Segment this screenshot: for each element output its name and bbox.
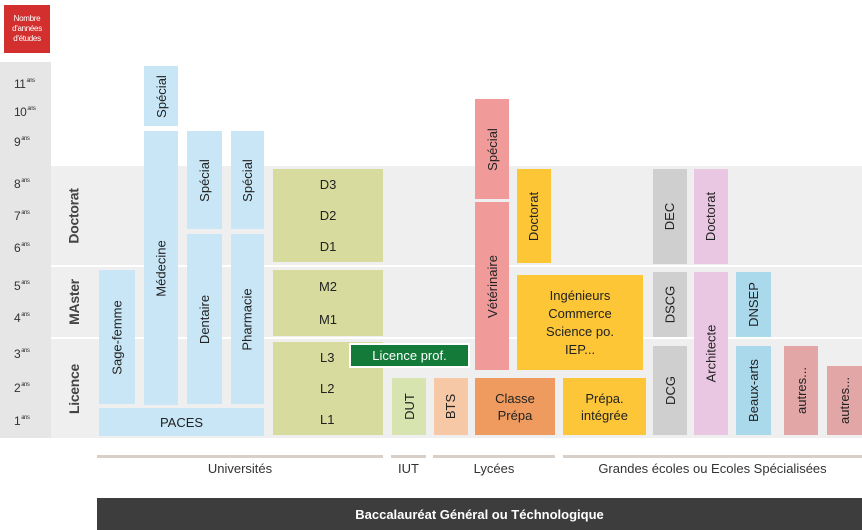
l1-label: L1 [320,412,335,427]
cycle-licence-label: Licence [66,363,83,414]
cycle-doctorat-label: Doctorat [66,187,83,244]
l2-label: L2 [320,381,335,396]
year-6-label: 6ans [14,241,30,255]
iut-underline [391,455,426,458]
ingenieurs-box: Ingénieurs Commerce Science po. IEP... [517,275,643,370]
years-column [0,62,51,438]
year-4-label: 4ans [14,311,30,325]
dut-box: DUT [392,378,426,435]
lmd-doctorat-box: D3 D2 D1 [273,169,383,262]
dnsep-box: DNSEP [736,272,771,337]
group-lycees-label: Lycées [473,461,515,476]
dec-box: DEC [653,169,687,264]
year-8-label: 8ans [14,177,30,191]
year-7-label: 7ans [14,209,30,223]
beaux-arts-box: Beaux-arts [736,346,771,435]
lycees-underline [433,455,555,458]
ecole-doctorat-box: Doctorat [517,169,551,263]
pharmacie-box: Pharmacie [231,234,264,404]
sage-femme-box: Sage-femme [99,270,135,404]
year-3-label: 3ans [14,347,30,361]
year-9-label: 9ans [14,135,30,149]
m2-label: M2 [318,279,338,294]
architecte-box: Architecte [694,272,728,435]
medecine-box: Médecine [144,131,178,405]
universites-underline [97,455,383,458]
year-10-label: 10ans [14,105,36,119]
dentaire-special-box: Spécial [187,131,222,229]
d2-label: D2 [319,208,337,223]
cycle-master-label: MAster [66,279,82,325]
dentaire-box: Dentaire [187,234,222,404]
d1-label: D1 [319,239,337,254]
group-iut-label: IUT [398,461,419,476]
year-2-label: 2ans [14,381,30,395]
years-header: Nombre d'années d'études [4,5,50,53]
classe-prepa-box: Classe Prépa [475,378,555,435]
ecoles-underline [563,455,862,458]
m1-label: M1 [318,312,338,327]
lmd-licence-box: L3 L2 L1 [273,342,383,435]
group-ecoles-label: Grandes écoles ou Ecoles Spécialisées [598,461,827,476]
year-5-label: 5ans [14,279,30,293]
year-11-label: 11ans [14,77,35,91]
veterinaire-box: Vétérinaire [475,202,509,370]
autres-box-1: autres... [784,346,818,435]
prepa-integree-box: Prépa. intégrée [563,378,646,435]
autres-box-2: autres... [827,366,862,435]
year-1-label: 1ans [14,414,30,428]
paces-box: PACES [99,408,264,436]
d3-label: D3 [319,177,337,192]
dcg-box: DCG [653,346,687,435]
lmd-master-box: M2 M1 [273,270,383,336]
pharmacie-special-box: Spécial [231,131,264,229]
licence-prof-badge: Licence prof. [349,343,470,368]
group-universites-label: Universités [207,461,273,476]
baccalaureat-bar: Baccalauréat Général ou Téchnologique [97,498,862,530]
architecte-doctorat-box: Doctorat [694,169,728,264]
dscg-box: DSCG [653,272,687,337]
veterinaire-special-box: Spécial [475,99,509,199]
l3-label: L3 [320,350,335,365]
bts-box: BTS [434,378,468,435]
medecine-special-box: Spécial [144,66,178,126]
